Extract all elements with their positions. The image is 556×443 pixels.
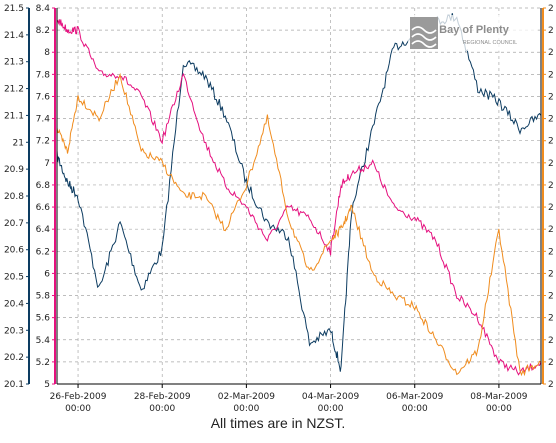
timezone-caption: All times are in NZST. bbox=[210, 415, 346, 431]
inner-left-tick-label: 7.4 bbox=[36, 115, 51, 125]
outer-left-tick-label: 21.5 bbox=[4, 4, 24, 14]
inner-left-tick-label: 8.2 bbox=[36, 26, 50, 36]
right-tick-label: 2 bbox=[548, 137, 554, 147]
inner-left-tick-label: 5.6 bbox=[36, 314, 51, 324]
wave-icon bbox=[411, 26, 437, 48]
outer-left-tick-label: 21.3 bbox=[4, 58, 24, 68]
inner-left-tick-label: 8.4 bbox=[36, 4, 51, 14]
x-tick-date-label: 08-Mar-2009 bbox=[470, 392, 528, 402]
inner-left-tick-label: 5 bbox=[44, 380, 50, 390]
outer-left-tick-label: 20.4 bbox=[4, 299, 24, 309]
inner-left-tick-label: 6.8 bbox=[36, 181, 51, 191]
outer-left-tick-label: 20.5 bbox=[4, 273, 24, 283]
right-tick-label: 2 bbox=[548, 92, 554, 102]
x-tick-time-label: 00:00 bbox=[486, 404, 512, 414]
x-tick-time-label: 00:00 bbox=[402, 404, 428, 414]
inner-left-tick-label: 7 bbox=[44, 159, 50, 169]
inner-left-tick-label: 7.6 bbox=[36, 92, 51, 102]
right-tick-label: 2 bbox=[548, 336, 554, 346]
right-tick-label: 2 bbox=[548, 247, 554, 257]
inner-left-tick-label: 6.6 bbox=[36, 203, 51, 213]
inner-left-tick-label: 5.4 bbox=[36, 336, 51, 346]
outer-left-tick-label: 21 bbox=[13, 138, 24, 148]
right-tick-label: 2 bbox=[548, 4, 554, 14]
outer-left-tick-label: 21.1 bbox=[4, 111, 24, 121]
regional-council-logo: Bay of Plenty REGIONAL COUNCIL bbox=[408, 15, 538, 51]
axes: 21.521.421.321.221.12120.920.820.720.620… bbox=[4, 4, 554, 414]
inner-left-tick-label: 7.8 bbox=[36, 70, 51, 80]
x-tick-date-label: 26-Feb-2009 bbox=[50, 392, 107, 402]
right-tick-label: 2 bbox=[548, 380, 554, 390]
series-lines bbox=[56, 13, 542, 377]
inner-left-tick-label: 6 bbox=[44, 269, 50, 279]
outer-left-tick-label: 20.2 bbox=[4, 353, 24, 363]
inner-left-tick-label: 7.2 bbox=[36, 137, 50, 147]
right-tick-label: 2 bbox=[548, 269, 554, 279]
inner-left-tick-label: 8 bbox=[44, 48, 50, 58]
right-tick-label: 2 bbox=[548, 181, 554, 191]
outer-left-tick-label: 20.6 bbox=[4, 246, 24, 256]
right-tick-label: 2 bbox=[548, 203, 554, 213]
inner-left-tick-label: 5.8 bbox=[36, 292, 51, 302]
right-tick-label: 2 bbox=[548, 292, 554, 302]
outer-left-tick-label: 20.3 bbox=[4, 326, 24, 336]
outer-left-tick-label: 21.2 bbox=[4, 85, 24, 95]
series-line-3 bbox=[56, 72, 542, 377]
x-tick-time-label: 00:00 bbox=[149, 404, 175, 414]
right-tick-label: 2 bbox=[548, 314, 554, 324]
x-tick-date-label: 28-Feb-2009 bbox=[134, 392, 191, 402]
inner-left-tick-label: 5.2 bbox=[36, 358, 50, 368]
outer-left-tick-label: 20.9 bbox=[4, 165, 24, 175]
outer-left-tick-label: 20.8 bbox=[4, 192, 24, 202]
right-tick-label: 2 bbox=[548, 358, 554, 368]
inner-left-tick-label: 6.4 bbox=[36, 225, 51, 235]
x-tick-time-label: 00:00 bbox=[318, 404, 344, 414]
inner-left-tick-label: 6.2 bbox=[36, 247, 50, 257]
outer-left-tick-label: 20.7 bbox=[4, 219, 24, 229]
x-tick-date-label: 06-Mar-2009 bbox=[386, 392, 444, 402]
x-tick-time-label: 00:00 bbox=[65, 404, 91, 414]
logo-line1: Bay of Plenty bbox=[439, 24, 510, 36]
right-tick-label: 2 bbox=[548, 115, 554, 125]
logo-line2: REGIONAL COUNCIL bbox=[463, 40, 518, 46]
outer-left-tick-label: 20.1 bbox=[4, 380, 24, 390]
outer-left-tick-label: 21.4 bbox=[4, 31, 24, 41]
x-tick-time-label: 00:00 bbox=[233, 404, 259, 414]
x-tick-date-label: 04-Mar-2009 bbox=[302, 392, 360, 402]
right-tick-label: 2 bbox=[548, 70, 554, 80]
right-tick-label: 2 bbox=[548, 48, 554, 58]
right-tick-label: 2 bbox=[548, 225, 554, 235]
right-tick-label: 2 bbox=[548, 159, 554, 169]
gridlines bbox=[57, 7, 541, 385]
x-tick-date-label: 02-Mar-2009 bbox=[218, 392, 276, 402]
series-line-2 bbox=[56, 19, 542, 376]
right-tick-label: 2 bbox=[548, 26, 554, 36]
